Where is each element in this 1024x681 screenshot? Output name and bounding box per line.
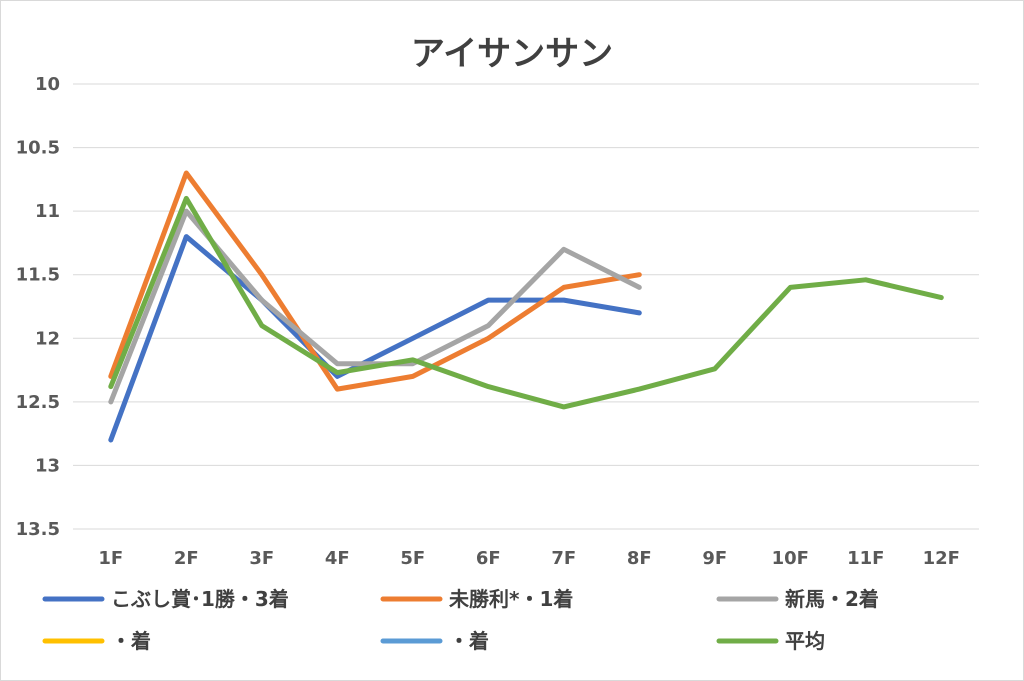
legend-label: 新馬・2着 bbox=[785, 587, 879, 611]
legend-label: こぶし賞･1勝・3着 bbox=[111, 587, 289, 611]
y-tick-label: 13.5 bbox=[16, 519, 60, 540]
legend-item: ・着 bbox=[380, 629, 489, 653]
gridlines bbox=[73, 83, 979, 530]
legend: こぶし賞･1勝・3着 未勝利*・1着 新馬・2着・着 ・着 平均 bbox=[42, 587, 879, 653]
x-tick-label: 10F bbox=[772, 548, 809, 569]
y-tick-label: 12 bbox=[35, 328, 60, 349]
legend-label: 未勝利*・1着 bbox=[449, 587, 573, 611]
y-tick-label: 10.5 bbox=[16, 138, 60, 159]
chart-title: アイサンサン bbox=[411, 34, 613, 74]
x-tick-label: 9F bbox=[702, 548, 727, 569]
legend-label: ・着 bbox=[449, 629, 489, 653]
legend-item: 平均 bbox=[716, 629, 825, 653]
x-tick-label: 3F bbox=[249, 548, 274, 569]
x-tick-label: 11F bbox=[847, 548, 884, 569]
y-axis-tick-labels: 10 10.5 11 11.5 12 12.5 13 13.5 bbox=[16, 74, 60, 540]
legend-item: 未勝利*・1着 bbox=[380, 587, 573, 611]
legend-item: こぶし賞･1勝・3着 bbox=[42, 587, 289, 611]
series-line bbox=[108, 234, 642, 443]
x-tick-label: 12F bbox=[923, 548, 960, 569]
legend-label: ・着 bbox=[111, 629, 151, 653]
x-axis-tick-labels: 1F 2F 3F 4F 5F 6F 7F 8F 9F 10F 11F 12F bbox=[98, 548, 960, 569]
x-tick-label: 2F bbox=[174, 548, 199, 569]
legend-item: 新馬・2着 bbox=[716, 587, 879, 611]
legend-item: ・着 bbox=[42, 629, 151, 653]
series-lines bbox=[108, 170, 944, 443]
x-tick-label: 8F bbox=[627, 548, 652, 569]
y-tick-label: 11.5 bbox=[16, 265, 60, 286]
y-tick-label: 10 bbox=[35, 74, 60, 95]
x-tick-label: 6F bbox=[476, 548, 501, 569]
x-tick-label: 1F bbox=[98, 548, 123, 569]
x-tick-label: 4F bbox=[325, 548, 350, 569]
y-tick-label: 11 bbox=[35, 201, 60, 222]
series-line bbox=[108, 170, 642, 392]
x-tick-label: 5F bbox=[400, 548, 425, 569]
y-tick-label: 12.5 bbox=[16, 392, 60, 413]
series-line bbox=[108, 208, 642, 405]
series-line bbox=[108, 195, 944, 410]
legend-label: 平均 bbox=[785, 629, 825, 653]
x-tick-label: 7F bbox=[551, 548, 576, 569]
y-tick-label: 13 bbox=[35, 455, 60, 476]
